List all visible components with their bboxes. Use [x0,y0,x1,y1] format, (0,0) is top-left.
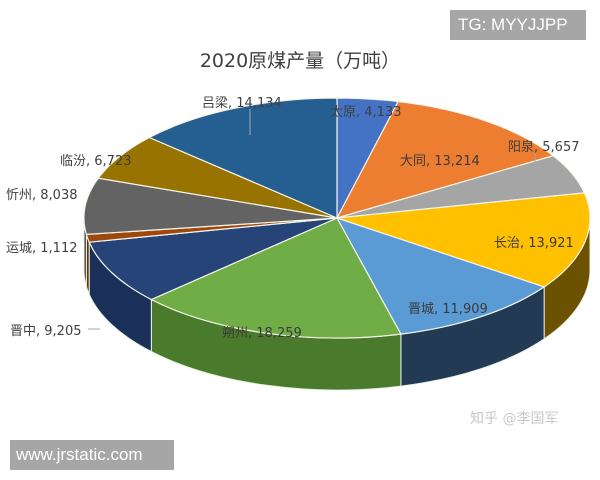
data-label-大同: 大同, 13,214 [400,154,480,169]
data-label-长治: 长治, 13,921 [494,236,574,251]
pie-slice-忻州[interactable] [83,177,338,236]
pie-slice-晋中[interactable] [88,217,338,301]
watermark-tg: TG: MYYJJPP [450,10,586,40]
data-label-晋城: 晋城, 11,909 [408,302,488,317]
data-label-临汾: 临汾, 6,723 [60,154,132,169]
data-label-晋中: 晋中, 9,205 [10,324,82,339]
pie-slice-吕梁[interactable] [147,97,338,219]
watermark-credit: 知乎 @李国军 [470,411,559,427]
chart-title: 2020原煤产量（万吨） [199,50,401,72]
pie-slice-大同[interactable] [335,100,555,219]
pie-slice-长治[interactable] [336,192,591,288]
data-label-忻州: 忻州, 8,038 [6,188,78,203]
data-label-朔州: 朔州, 18,259 [222,326,302,341]
data-label-运城: 运城, 1,112 [6,241,78,256]
data-label-阳泉: 阳泉, 5,657 [508,140,580,155]
data-label-吕梁: 吕梁, 14,134 [202,96,282,111]
data-label-太原: 太原, 4,133 [330,105,402,120]
pie-slice-晋城[interactable] [335,216,546,335]
pie-slice-朔州[interactable] [149,217,402,339]
watermark-site: www.jrstatic.com [10,440,174,470]
